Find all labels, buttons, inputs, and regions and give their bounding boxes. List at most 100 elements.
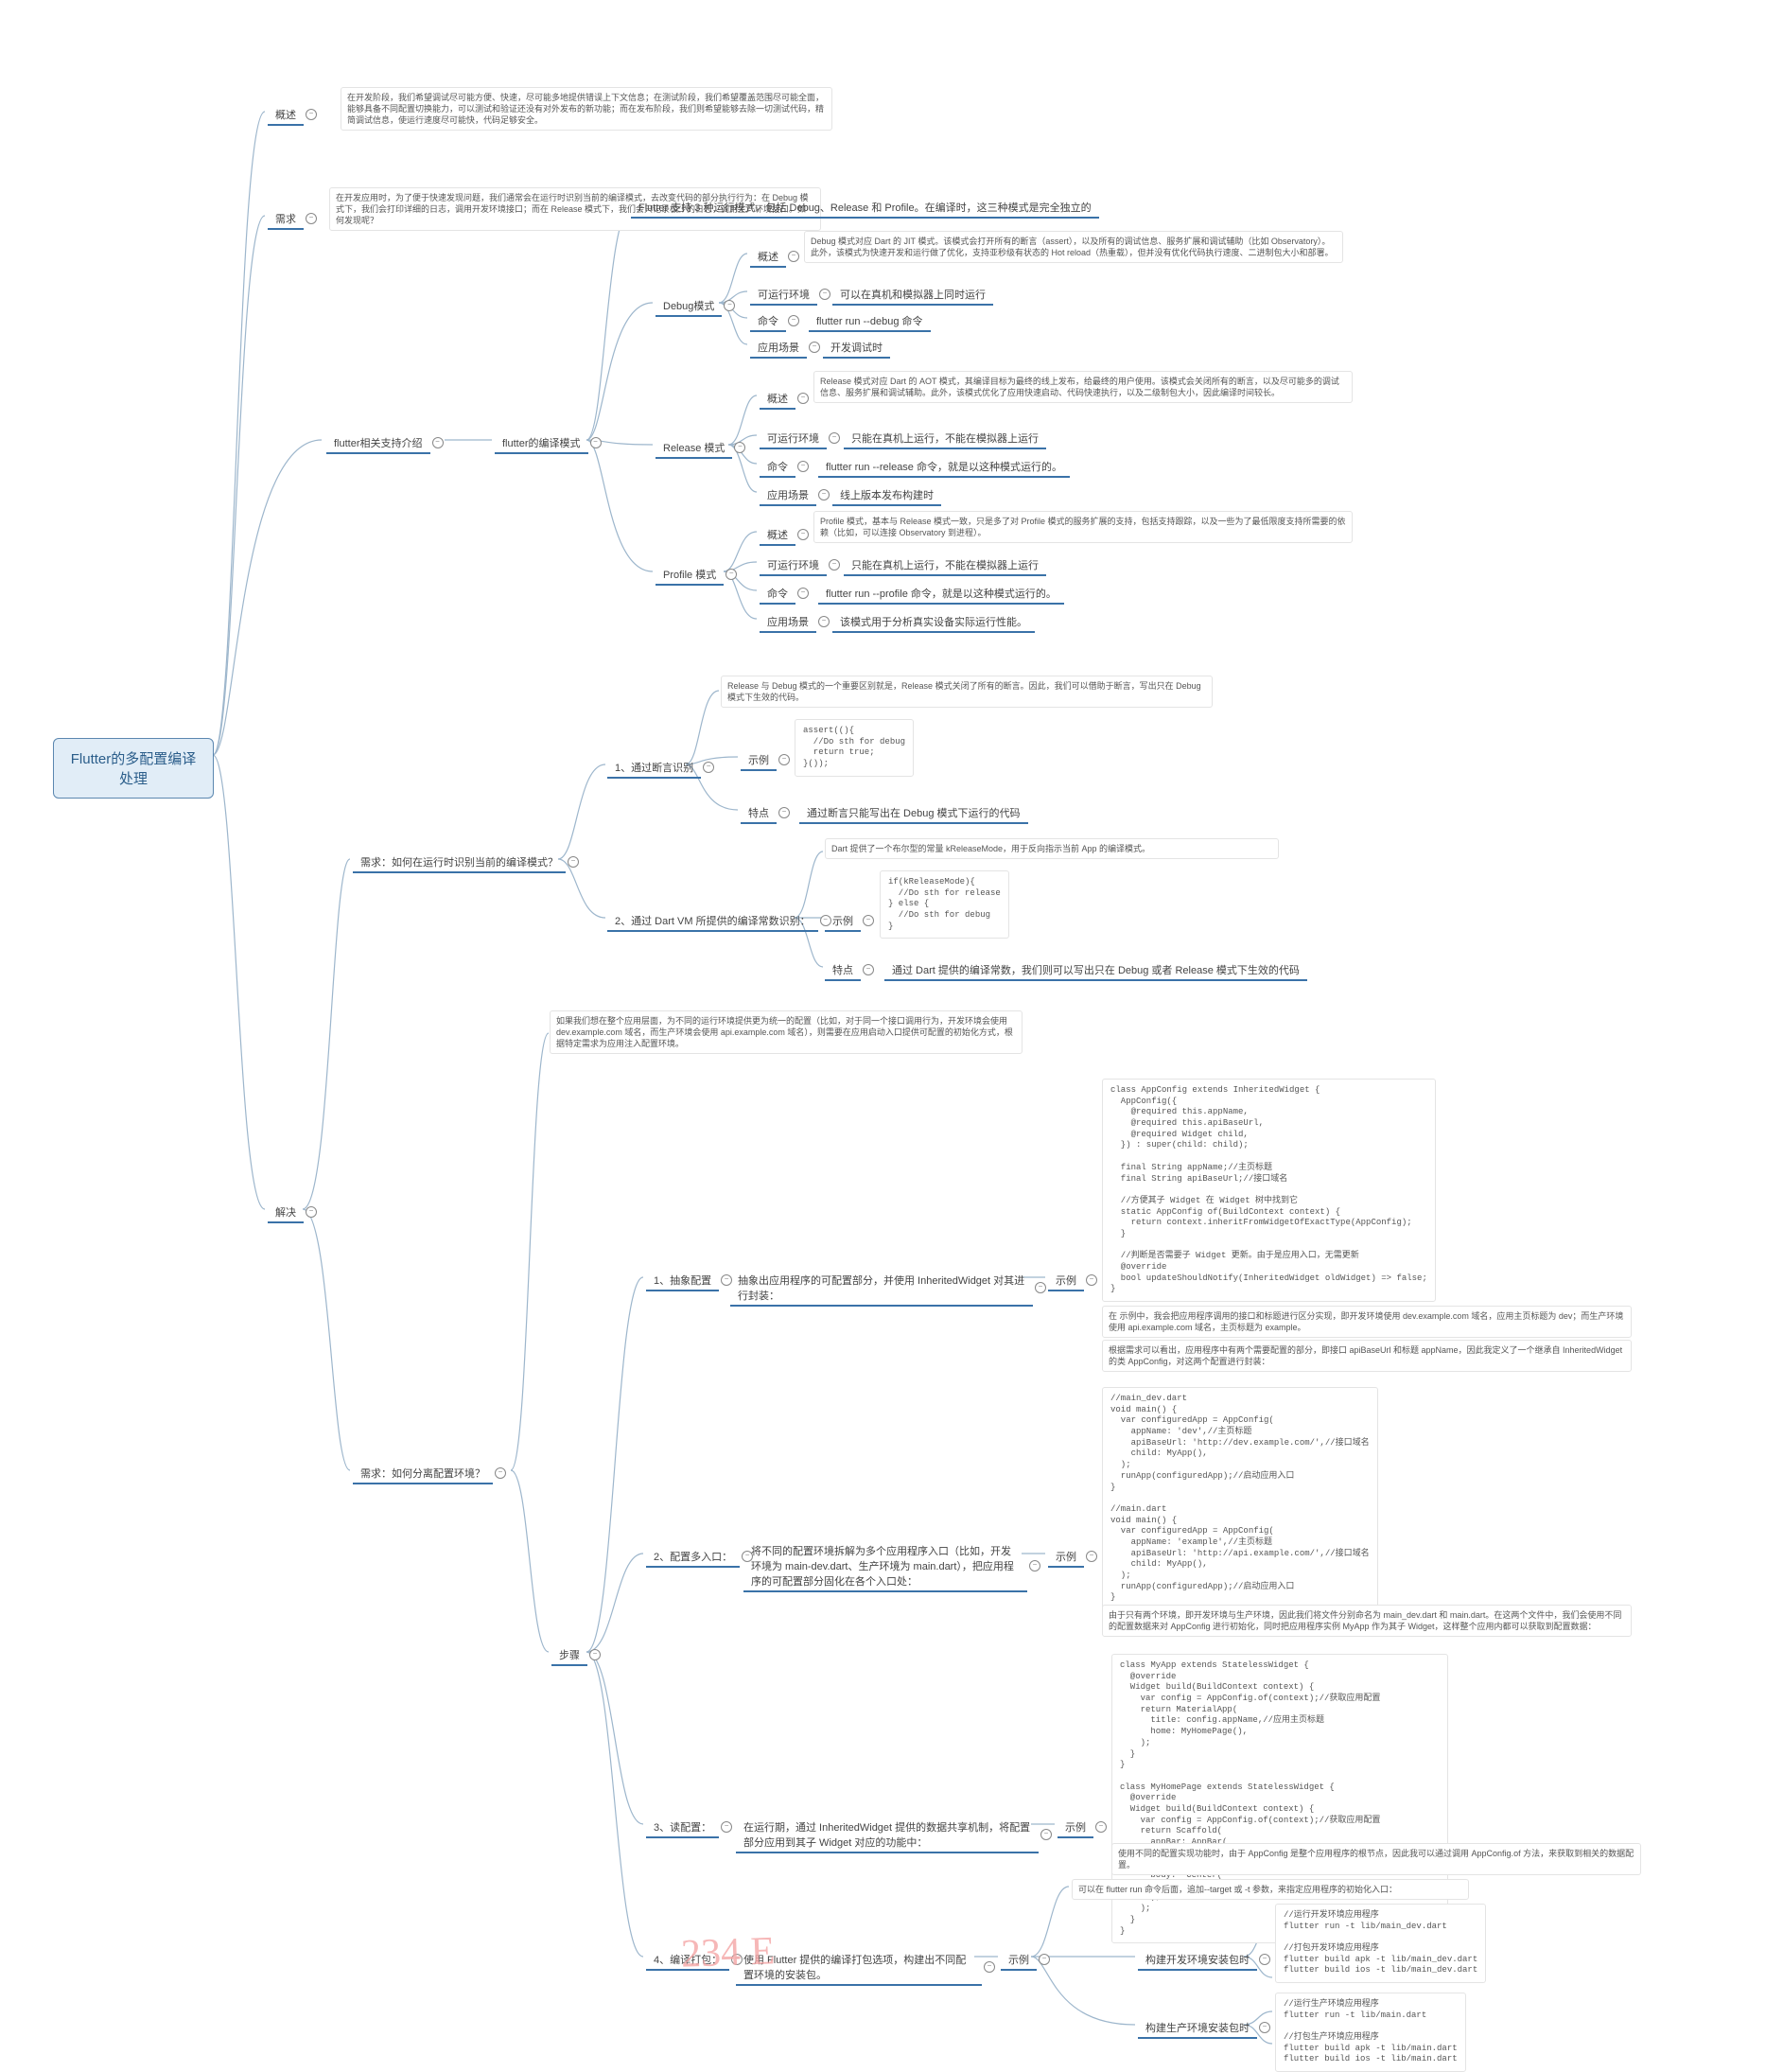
q1-node[interactable]: 需求：如何在运行时识别当前的编译模式？ − bbox=[353, 852, 566, 873]
l: 1、抽象配置 bbox=[654, 1275, 711, 1287]
collapse-icon[interactable]: − bbox=[1086, 1274, 1097, 1286]
release-node[interactable]: Release 模式 − bbox=[656, 437, 732, 459]
collapse-icon[interactable]: − bbox=[818, 616, 830, 627]
collapse-icon[interactable]: − bbox=[829, 559, 840, 571]
collapse-icon[interactable]: − bbox=[1095, 1821, 1107, 1833]
q2-s2-ex-node[interactable]: 示例− bbox=[1048, 1546, 1084, 1568]
debug-overview-node[interactable]: 概述− bbox=[750, 246, 786, 268]
release-cmd-node[interactable]: 命令− bbox=[760, 456, 795, 478]
release-ov-text: Release 模式对应 Dart 的 AOT 模式，其编译目标为最终的线上发布… bbox=[813, 371, 1353, 403]
collapse-icon[interactable]: − bbox=[1086, 1551, 1097, 1562]
demand-label: 需求 bbox=[275, 214, 296, 225]
collapse-icon[interactable]: − bbox=[797, 461, 809, 472]
label: 概述 bbox=[758, 252, 778, 263]
q2-s4-dev-node[interactable]: 构建开发环境安装包时− bbox=[1138, 1949, 1257, 1971]
collapse-icon[interactable]: − bbox=[306, 1206, 317, 1218]
collapse-icon[interactable]: − bbox=[984, 1961, 995, 1973]
collapse-icon[interactable]: − bbox=[721, 1821, 732, 1833]
collapse-icon[interactable]: − bbox=[797, 529, 809, 540]
debug-scene-text: 开发调试时 bbox=[823, 337, 890, 359]
release-scene-text: 线上版本发布构建时 bbox=[832, 484, 941, 506]
collapse-icon[interactable]: − bbox=[788, 315, 799, 326]
debug-env-node[interactable]: 可运行环境− bbox=[750, 284, 817, 306]
t: 可以在真机和模拟器上同时运行 bbox=[840, 290, 986, 301]
q2-s2-code: //main_dev.dart void main() { var config… bbox=[1102, 1387, 1378, 1610]
q2-s1-text: 抽象出应用程序的可配置部分，并使用 InheritedWidget 对其进行封装… bbox=[730, 1270, 1033, 1307]
debug-overview-text: Debug 模式对应 Dart 的 JIT 模式。该模式会打开所有的断言（ass… bbox=[804, 231, 1343, 263]
q2-s2-node[interactable]: 2、配置多入口：− bbox=[646, 1546, 740, 1568]
collapse-icon[interactable]: − bbox=[724, 300, 735, 311]
profile-env-node[interactable]: 可运行环境− bbox=[760, 554, 827, 576]
l: 命令 bbox=[767, 462, 788, 473]
collapse-icon[interactable]: − bbox=[863, 915, 874, 926]
q1-m1-feat-node[interactable]: 特点− bbox=[741, 802, 777, 824]
q2-s1-node[interactable]: 1、抽象配置− bbox=[646, 1270, 719, 1291]
q2-steps-node[interactable]: 步骤− bbox=[551, 1644, 587, 1666]
collapse-icon[interactable]: − bbox=[306, 213, 317, 224]
q2-s3-node[interactable]: 3、读配置：− bbox=[646, 1817, 719, 1838]
profile-ov-node[interactable]: 概述− bbox=[760, 524, 795, 546]
collapse-icon[interactable]: − bbox=[568, 856, 579, 868]
profile-cmd-node[interactable]: 命令− bbox=[760, 583, 795, 605]
l: 1、通过断言识别 bbox=[615, 763, 693, 774]
q2-s4-ex-node[interactable]: 示例− bbox=[1001, 1949, 1037, 1971]
q2-s3-code: class MyApp extends StatelessWidget { @o… bbox=[1111, 1654, 1448, 1943]
collapse-icon[interactable]: − bbox=[734, 442, 745, 453]
q2-s1-note2: 根据需求可以看出，应用程序中有两个需要配置的部分，即接口 apiBaseUrl … bbox=[1102, 1340, 1632, 1372]
collapse-icon[interactable]: − bbox=[778, 754, 790, 765]
collapse-icon[interactable]: − bbox=[809, 342, 820, 353]
q1-m1-node[interactable]: 1、通过断言识别− bbox=[607, 757, 701, 779]
collapse-icon[interactable]: − bbox=[1259, 2022, 1270, 2033]
q2-s3-ex-node[interactable]: 示例− bbox=[1058, 1817, 1093, 1838]
q2-node[interactable]: 需求：如何分离配置环境？ − bbox=[353, 1463, 493, 1484]
q1-m2-feat-node[interactable]: 特点− bbox=[825, 959, 861, 981]
debug-node[interactable]: Debug模式 − bbox=[656, 295, 722, 317]
collapse-icon[interactable]: − bbox=[829, 432, 840, 444]
q2-s4-node[interactable]: 4、编译打包：− bbox=[646, 1949, 729, 1971]
release-ov-node[interactable]: 概述− bbox=[760, 388, 795, 410]
t: 通过 Dart 提供的编译常数，我们则可以写出只在 Debug 或者 Relea… bbox=[892, 965, 1300, 976]
collapse-icon[interactable]: − bbox=[1259, 1954, 1270, 1965]
t: 该模式用于分析真实设备实际运行性能。 bbox=[840, 617, 1027, 628]
root-node[interactable]: Flutter的多配置编译处理 bbox=[53, 738, 214, 799]
q1-m2-ex-node[interactable]: 示例− bbox=[825, 910, 861, 932]
release-env-node[interactable]: 可运行环境− bbox=[760, 428, 827, 449]
collapse-icon[interactable]: − bbox=[1035, 1282, 1046, 1293]
collapse-icon[interactable]: − bbox=[797, 588, 809, 599]
collapse-icon[interactable]: − bbox=[797, 393, 809, 404]
t: 将不同的配置环境拆解为多个应用程序入口（比如，开发环境为 main-dev.da… bbox=[751, 1546, 1014, 1588]
collapse-icon[interactable]: − bbox=[1039, 1954, 1050, 1965]
debug-scene-node[interactable]: 应用场景− bbox=[750, 337, 807, 359]
profile-scene-node[interactable]: 应用场景− bbox=[760, 611, 816, 633]
t: 在运行期，通过 InheritedWidget 提供的数据共享机制，将配置部分应… bbox=[743, 1822, 1030, 1849]
collapse-icon[interactable]: − bbox=[788, 251, 799, 262]
collapse-icon[interactable]: − bbox=[778, 807, 790, 818]
collapse-icon[interactable]: − bbox=[432, 437, 444, 448]
t: flutter run --debug 命令 bbox=[816, 316, 923, 327]
intro-node[interactable]: flutter相关支持介绍 − bbox=[326, 432, 430, 454]
collapse-icon[interactable]: − bbox=[819, 289, 830, 300]
profile-node[interactable]: Profile 模式 − bbox=[656, 564, 724, 586]
collapse-icon[interactable]: − bbox=[589, 1649, 601, 1660]
overview-node[interactable]: 概述 − bbox=[268, 104, 304, 126]
debug-cmd-node[interactable]: 命令− bbox=[750, 310, 786, 332]
l: 2、通过 Dart VM 所提供的编译常数识别： bbox=[615, 916, 811, 927]
q2-s1-ex-node[interactable]: 示例− bbox=[1048, 1270, 1084, 1291]
collapse-icon[interactable]: − bbox=[306, 109, 317, 120]
collapse-icon[interactable]: − bbox=[495, 1467, 506, 1479]
collapse-icon[interactable]: − bbox=[590, 437, 602, 448]
collapse-icon[interactable]: − bbox=[1040, 1829, 1052, 1840]
collapse-icon[interactable]: − bbox=[725, 569, 737, 580]
collapse-icon[interactable]: − bbox=[703, 762, 714, 773]
q1-m2-node[interactable]: 2、通过 Dart VM 所提供的编译常数识别：− bbox=[607, 910, 818, 932]
q2-s4-prod-node[interactable]: 构建生产环境安装包时− bbox=[1138, 2017, 1257, 2039]
demand-node[interactable]: 需求 − bbox=[268, 208, 304, 230]
l: 示例 bbox=[1008, 1955, 1029, 1966]
intro-sub-node[interactable]: flutter的编译模式 − bbox=[495, 432, 588, 454]
collapse-icon[interactable]: − bbox=[818, 489, 830, 500]
collapse-icon[interactable]: − bbox=[1029, 1560, 1040, 1572]
collapse-icon[interactable]: − bbox=[863, 964, 874, 975]
release-scene-node[interactable]: 应用场景− bbox=[760, 484, 816, 506]
q1-m1-ex-node[interactable]: 示例− bbox=[741, 749, 777, 771]
solve-node[interactable]: 解决 − bbox=[268, 1202, 304, 1223]
